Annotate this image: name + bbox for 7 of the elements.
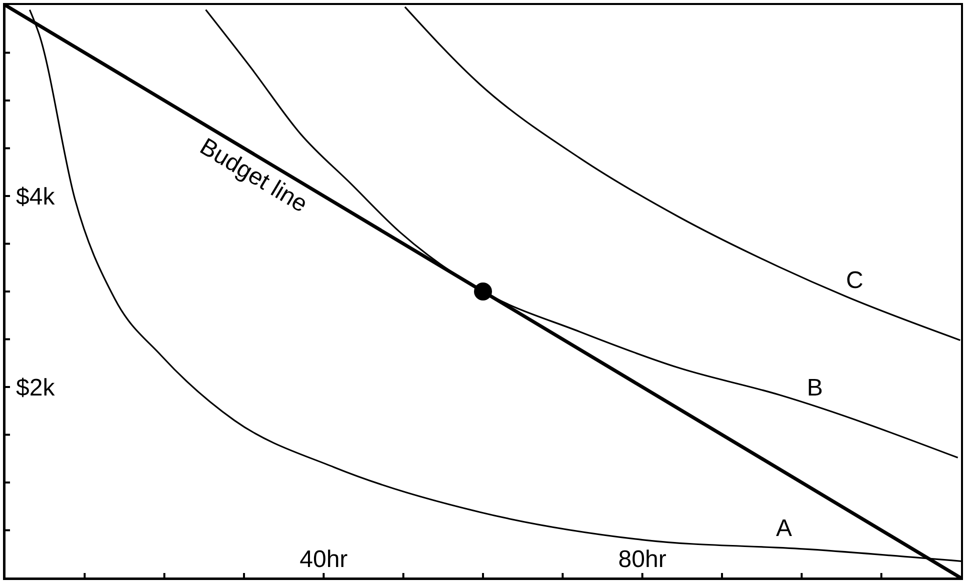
series-label: C	[846, 266, 864, 294]
y-tick-label: $2k	[16, 374, 56, 402]
series-label: B	[806, 374, 823, 402]
y-tick-label: $4k	[16, 184, 56, 211]
x-tick-label: 40hr	[300, 546, 348, 573]
series-label: A	[776, 514, 792, 542]
x-tick-label: 80hr	[618, 546, 666, 573]
